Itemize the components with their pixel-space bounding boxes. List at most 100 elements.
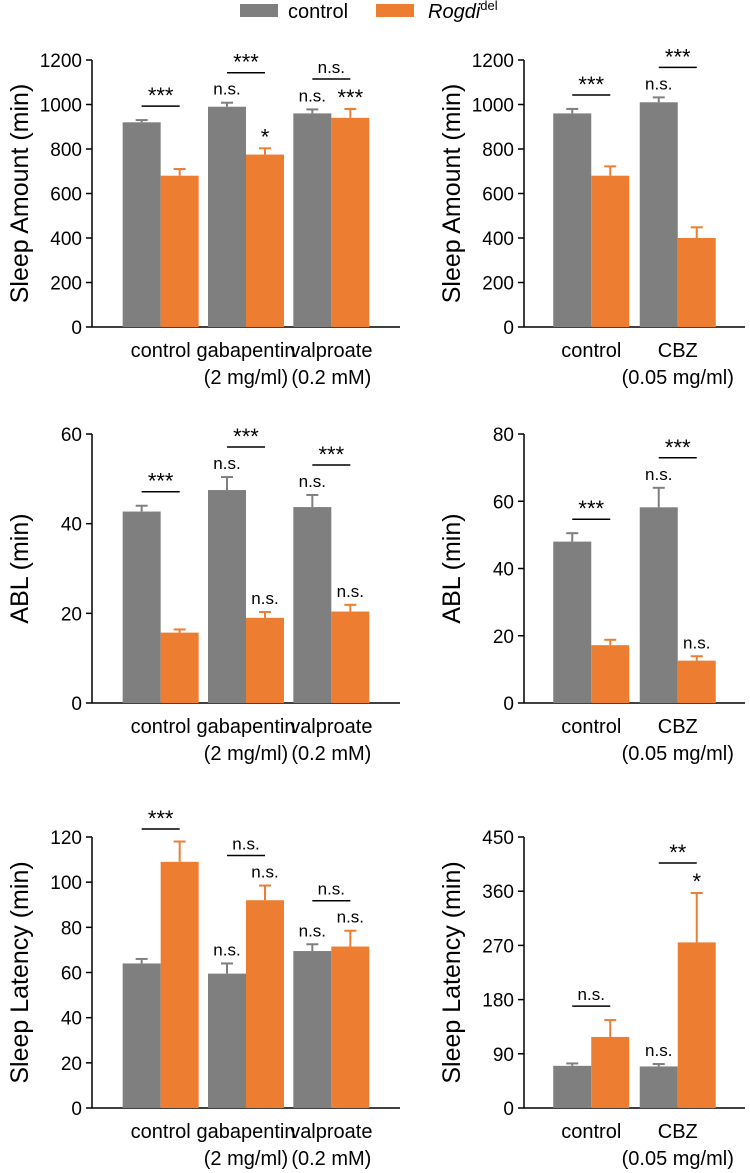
y-tick-label: 1200 (40, 51, 82, 72)
y-tick-label: 120 (50, 828, 82, 849)
bracket-label: *** (665, 435, 691, 460)
x-category-label: (0.2 mM) (291, 743, 371, 765)
significance-label: n.s. (683, 633, 710, 652)
x-category-label: (2 mg/ml) (204, 1148, 288, 1170)
legend-label-rogdi: Rogdidel (428, 0, 498, 23)
bar-control (639, 1066, 678, 1108)
y-tick-label: 60 (493, 492, 514, 513)
bracket-label: n.s. (318, 58, 345, 77)
x-category-label: control (561, 340, 621, 362)
bar-control (208, 490, 246, 703)
y-tick-label: 0 (71, 1099, 82, 1120)
bar-rogdi (591, 645, 630, 703)
x-category-label: valproate (290, 340, 372, 362)
y-tick-label: 80 (493, 425, 514, 446)
chart-sleep-amount-drugs: 0 200 400 600 800 1000 1200 Sleep Amount (min) *… (6, 50, 400, 389)
bar-control (553, 1065, 592, 1108)
bracket-label: ** (669, 840, 687, 865)
significance-label: n.s. (645, 74, 672, 93)
y-axis-title: ABL (min) (438, 513, 466, 623)
bar-control (293, 113, 332, 328)
x-category-label: (0.05 mg/ml) (622, 743, 734, 765)
bracket-label: *** (148, 83, 174, 108)
bar-rogdi (246, 617, 284, 703)
y-tick-label: 0 (71, 694, 82, 715)
y-axis-title: Sleep Amount (min) (6, 84, 34, 304)
y-tick-label: 200 (482, 274, 514, 295)
bar-rogdi (246, 154, 284, 327)
bar-rogdi (677, 942, 716, 1108)
bracket-label: *** (148, 806, 174, 831)
significance-label: n.s. (251, 589, 278, 608)
significance-label: * (261, 124, 270, 149)
x-category-label: (0.05 mg/ml) (622, 1148, 734, 1170)
significance-label: n.s. (299, 921, 326, 940)
bar-rogdi (246, 900, 284, 1108)
bar-rogdi (160, 175, 199, 327)
bar-rogdi (591, 1036, 630, 1108)
bracket-label: *** (578, 496, 604, 521)
significance-label: * (692, 869, 701, 894)
x-category-label: CBZ (658, 1121, 698, 1143)
y-tick-label: 40 (61, 1009, 82, 1030)
x-category-label: (2 mg/ml) (204, 743, 288, 765)
x-category-label: valproate (290, 1121, 372, 1143)
bracket-label: n.s. (318, 880, 345, 899)
y-tick-label: 1200 (472, 51, 514, 72)
y-tick-label: 80 (61, 918, 82, 939)
legend-swatch-rogdi (376, 4, 414, 17)
bracket-label: n.s. (578, 985, 605, 1004)
y-tick-label: 600 (50, 185, 82, 206)
bar-rogdi (331, 611, 370, 703)
bar-control (553, 541, 592, 703)
legend: control Rogdidel (240, 0, 498, 23)
bar-control (293, 951, 332, 1108)
bracket-label: n.s. (232, 835, 259, 854)
y-tick-label: 400 (50, 229, 82, 250)
x-category-label: CBZ (658, 716, 698, 738)
bar-control (122, 963, 161, 1108)
y-axis-title: Sleep Latency (min) (438, 861, 466, 1083)
bar-rogdi (591, 175, 630, 327)
y-tick-label: 60 (61, 964, 82, 985)
x-category-label: control (561, 1121, 621, 1143)
legend-label-control: control (288, 1, 348, 23)
significance-label: n.s. (645, 1041, 672, 1060)
significance-label: n.s. (299, 86, 326, 105)
bracket-label: *** (318, 442, 344, 467)
legend-label-rogdi-sup: del (480, 0, 497, 13)
bar-control (208, 973, 246, 1108)
y-tick-label: 400 (482, 229, 514, 250)
x-category-label: (2 mg/ml) (204, 367, 288, 389)
bar-control (122, 122, 161, 327)
y-tick-label: 0 (503, 1099, 514, 1120)
bar-rogdi (677, 660, 716, 703)
legend-swatch-control (240, 4, 278, 17)
chart-sleep-latency-cbz: 0 90 180 270 360 450 Sleep Latency (min) n.s. co… (438, 828, 745, 1170)
y-tick-label: 90 (493, 1045, 514, 1066)
y-tick-label: 200 (50, 274, 82, 295)
bar-rogdi (160, 861, 199, 1108)
y-tick-label: 1000 (40, 96, 82, 117)
y-tick-label: 100 (50, 873, 82, 894)
significance-label: n.s. (337, 908, 364, 927)
y-tick-label: 20 (61, 1054, 82, 1075)
significance-label: n.s. (645, 465, 672, 484)
bar-rogdi (331, 117, 370, 327)
significance-label: n.s. (213, 940, 240, 959)
significance-label: n.s. (299, 472, 326, 491)
y-tick-label: 0 (71, 318, 82, 339)
y-axis-title: ABL (min) (6, 513, 34, 623)
x-category-label: control (561, 716, 621, 738)
y-tick-label: 20 (493, 627, 514, 648)
x-category-label: gabapentin (197, 1121, 296, 1143)
bar-control (639, 102, 678, 328)
y-tick-label: 180 (482, 991, 514, 1012)
y-tick-label: 270 (482, 936, 514, 957)
y-tick-label: 0 (503, 694, 514, 715)
significance-label: n.s. (337, 582, 364, 601)
x-category-label: control (131, 340, 191, 362)
x-category-label: gabapentin (197, 340, 296, 362)
